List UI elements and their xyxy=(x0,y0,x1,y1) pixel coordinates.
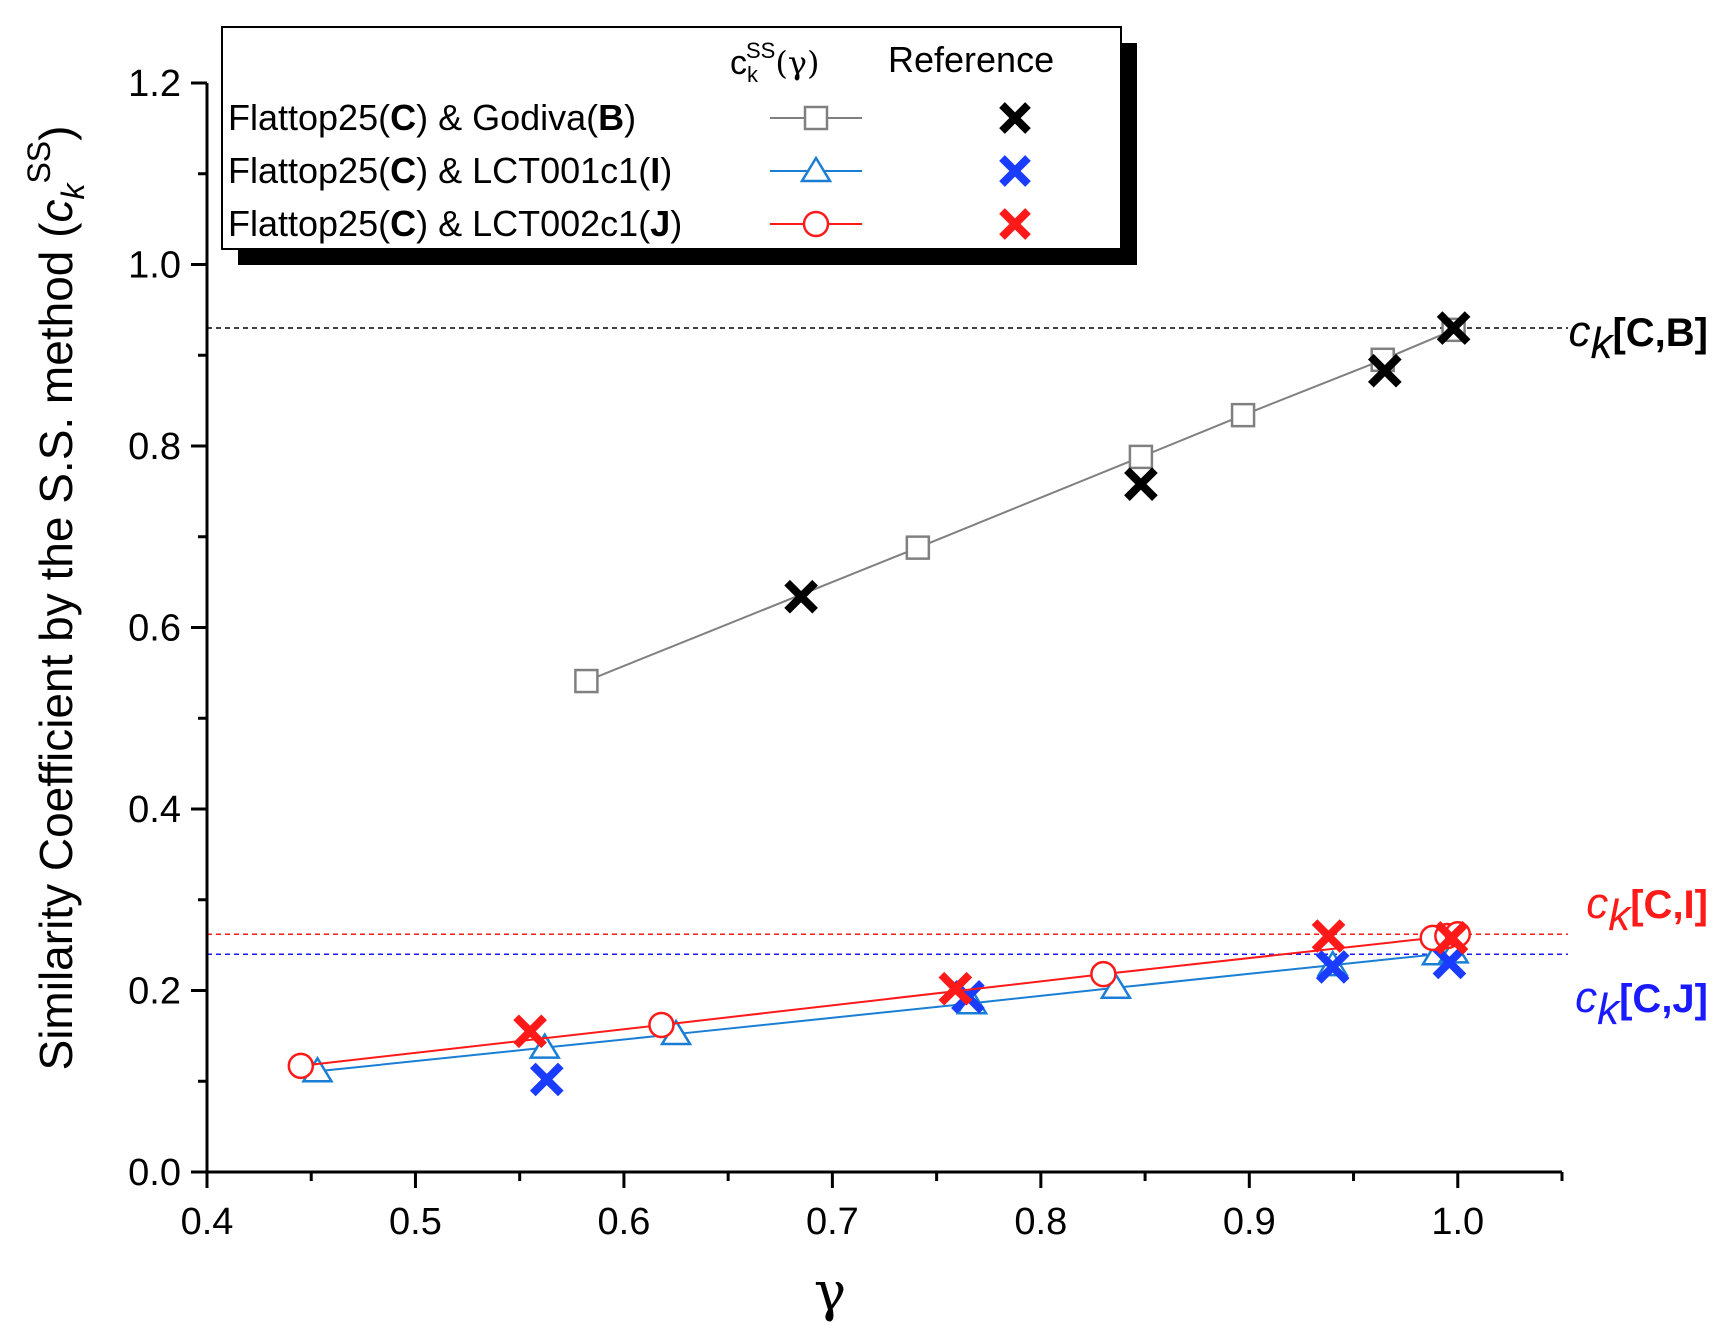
legend-entry-label: Flattop25(C) & LCT002c1(J) xyxy=(228,203,682,244)
legend-label-suffix: ) xyxy=(660,150,672,191)
data-point xyxy=(1230,402,1256,428)
axes: 0.4 0.5 0.6 0.7 0.8 0.9 1.0 0.0 0.2 0.4 0.6 0.8 1.0… xyxy=(128,63,1564,1243)
series-line xyxy=(317,951,1454,1073)
y-axis-label-text: Similarity Coefficient by the S.S. metho… xyxy=(30,222,82,1071)
x-tick-label: 0.5 xyxy=(389,1201,442,1243)
reference-line-label: ck[C,J] xyxy=(1575,973,1708,1034)
reference-point xyxy=(1434,921,1469,955)
legend-label-mid: ) & LCT002c1( xyxy=(416,203,650,244)
reference-label-c: c xyxy=(1586,879,1608,928)
legend-label-prefix: Flattop25( xyxy=(228,203,390,244)
reference-point xyxy=(1311,919,1346,953)
legend-reference-sample xyxy=(999,102,1031,134)
legend: ckSS(γ) Reference Flattop25(C) & Godiva(… xyxy=(221,26,1137,265)
data-point xyxy=(1128,444,1154,470)
reference-point xyxy=(513,1014,547,1049)
x-axis-label: γ xyxy=(814,1260,846,1323)
x-tick-label: 0.6 xyxy=(598,1201,651,1243)
legend-reference-sample xyxy=(999,155,1031,187)
legend-label-suffix: ) xyxy=(670,203,682,244)
y-tick-label: 0.2 xyxy=(128,971,181,1013)
x-tick-label: 0.9 xyxy=(1223,1201,1276,1243)
data-point xyxy=(1090,960,1117,988)
x-tick-label: 1.0 xyxy=(1431,1201,1484,1243)
reference-label-k: k xyxy=(1608,891,1632,940)
series-group xyxy=(574,311,1471,694)
x-tick-label: 0.7 xyxy=(806,1201,859,1243)
legend-label-bold1: C xyxy=(390,203,416,244)
reference-point xyxy=(784,579,818,614)
y-axis-label: Similarity Coefficient by the S.S. metho… xyxy=(21,126,91,1071)
reference-point xyxy=(529,1062,564,1097)
legend-box xyxy=(221,26,1122,250)
reference-label-bracket: [C,B] xyxy=(1612,311,1708,355)
legend-entry-label: Flattop25(C) & LCT001c1(I) xyxy=(228,150,672,191)
legend-marker-sample xyxy=(799,155,833,183)
legend-reference-sample xyxy=(999,208,1031,240)
reference-point xyxy=(938,971,973,1006)
reference-point xyxy=(1367,353,1402,388)
legend-label-bold1: C xyxy=(390,97,416,138)
reference-label-bracket: [C,J] xyxy=(1619,977,1708,1021)
legend-label-bold2: I xyxy=(650,150,660,191)
data-point xyxy=(574,668,599,694)
series-layer xyxy=(287,311,1472,1097)
y-axis-label-symbol: c xyxy=(30,200,82,223)
reference-label-c: c xyxy=(1575,973,1597,1022)
legend-header-c: c xyxy=(730,44,747,82)
reference-label-bracket: [C,I] xyxy=(1630,883,1708,927)
reference-point xyxy=(1315,950,1350,984)
legend-header-curve: ckSS(γ) xyxy=(730,38,819,87)
legend-header-sup: SS xyxy=(746,38,775,63)
legend-label-bold2: B xyxy=(598,97,624,138)
svg-text:Similarity Coefficient by the: Similarity Coefficient by the S.S. metho… xyxy=(21,126,91,1071)
series-group xyxy=(287,919,1472,1080)
data-point xyxy=(287,1052,315,1080)
y-tick-label: 1.2 xyxy=(128,63,181,105)
legend-marker-sample xyxy=(802,210,830,238)
legend-label-bold2: J xyxy=(650,203,670,244)
y-axis-label-subscript: k xyxy=(55,182,91,200)
legend-rows: Flattop25(C) & Godiva(B)Flattop25(C) & L… xyxy=(228,97,1031,244)
data-point xyxy=(905,535,931,560)
reference-label-k: k xyxy=(1590,319,1614,368)
legend-entry-label: Flattop25(C) & Godiva(B) xyxy=(228,97,636,138)
y-tick-label: 1.0 xyxy=(128,245,181,287)
x-tick-label: 0.8 xyxy=(1014,1201,1067,1243)
legend-label-suffix: ) xyxy=(624,97,636,138)
y-tick-label: 0.4 xyxy=(128,789,181,831)
y-axis-label-close: ) xyxy=(30,126,82,141)
legend-label-mid: ) & LCT001c1( xyxy=(416,150,650,191)
legend-label-mid: ) & Godiva( xyxy=(416,97,598,138)
y-tick-label: 0.8 xyxy=(128,426,181,468)
reference-point xyxy=(1436,311,1471,345)
reference-line-label: ck[C,I] xyxy=(1586,879,1708,940)
data-point xyxy=(528,1032,561,1059)
legend-marker-sample xyxy=(803,105,829,131)
legend-header-sub: k xyxy=(747,62,759,87)
legend-header-reference: Reference xyxy=(888,39,1054,80)
x-ticks: 0.4 0.5 0.6 0.7 0.8 0.9 1.0 xyxy=(181,1172,1564,1243)
reference-label-c: c xyxy=(1568,307,1590,356)
reference-line-label: ck[C,B] xyxy=(1568,307,1708,368)
legend-label-prefix: Flattop25( xyxy=(228,150,390,191)
y-tick-label: 0.0 xyxy=(128,1152,181,1194)
y-ticks: 0.0 0.2 0.4 0.6 0.8 1.0 1.2 xyxy=(128,63,207,1194)
legend-label-prefix: Flattop25( xyxy=(228,97,390,138)
x-tick-label: 0.4 xyxy=(181,1201,234,1243)
legend-header-arg: (γ) xyxy=(775,44,819,82)
data-point xyxy=(1099,972,1133,1000)
reference-label-k: k xyxy=(1597,985,1621,1034)
legend-label-bold1: C xyxy=(390,150,416,191)
reference-point xyxy=(1124,467,1158,501)
data-point xyxy=(648,1011,675,1039)
y-axis-label-superscript: SS xyxy=(21,141,57,184)
y-tick-label: 0.6 xyxy=(128,608,181,650)
